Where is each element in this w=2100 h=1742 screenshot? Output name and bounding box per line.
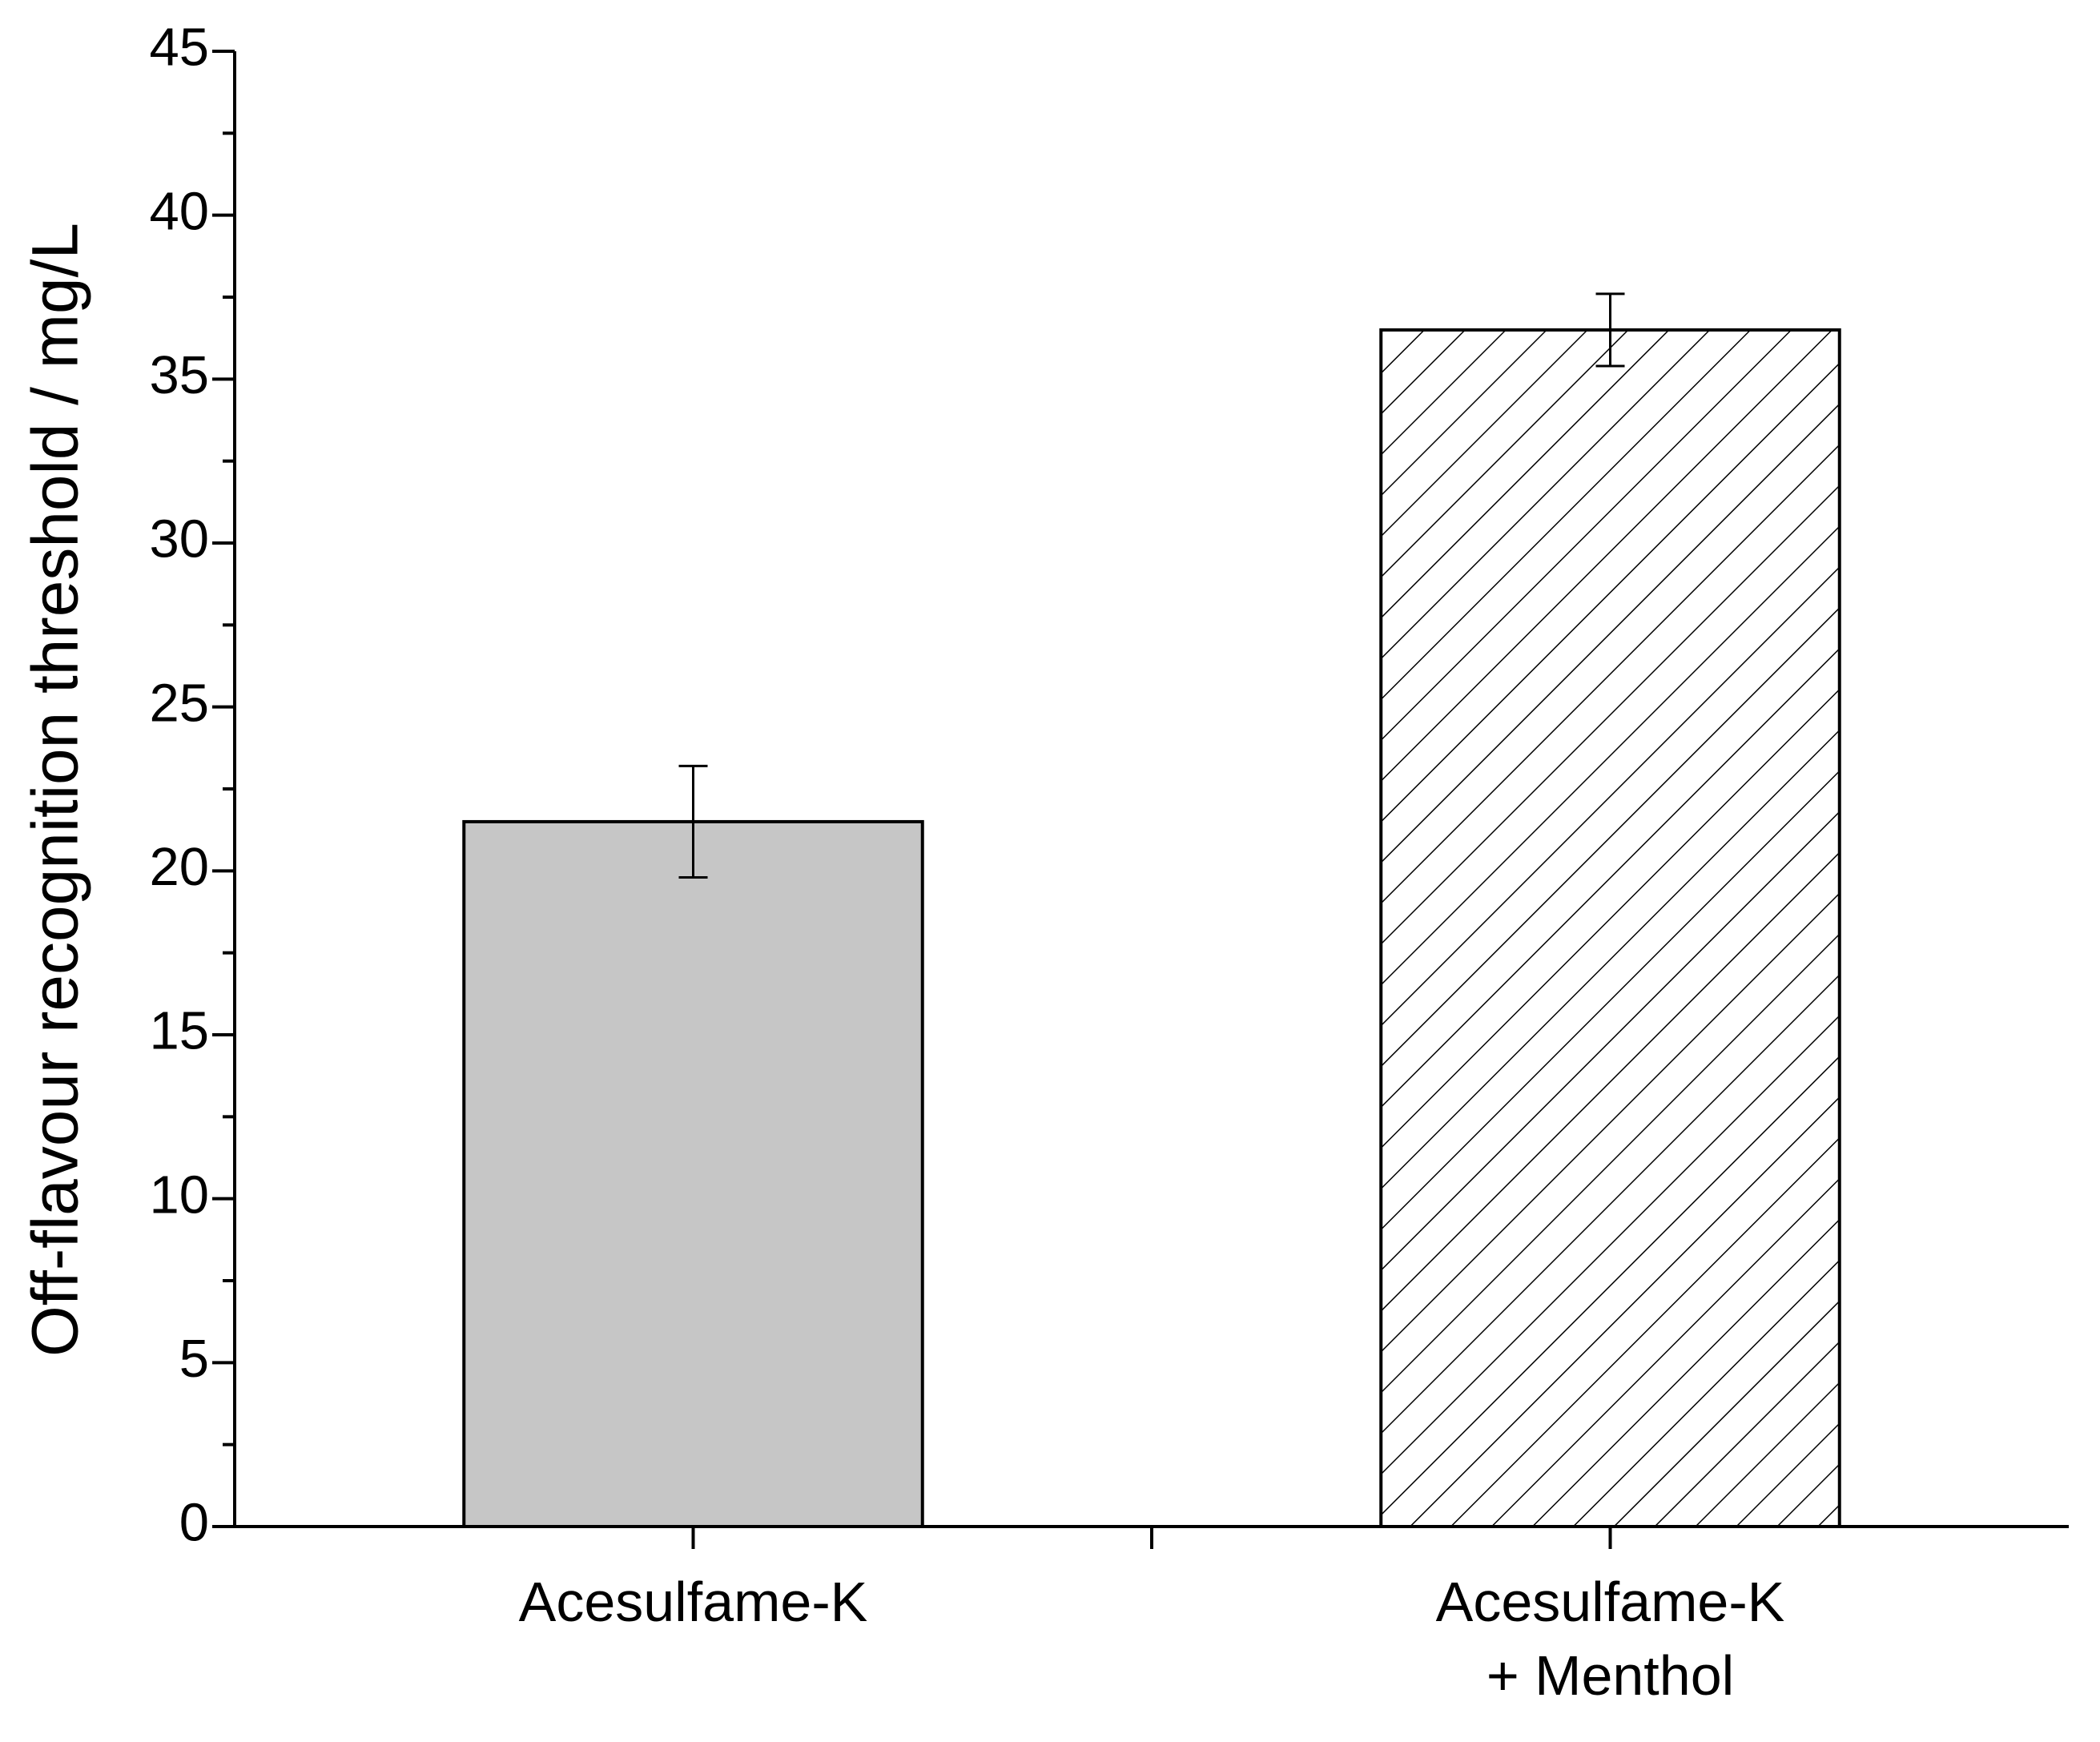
bar <box>1379 328 1841 1528</box>
x-tick-label-line: Acesulfame-K <box>1436 1571 1785 1633</box>
x-tick-label: Acesulfame-K <box>519 1571 868 1633</box>
y-tick-label: 20 <box>149 837 209 897</box>
x-tick-label: Acesulfame-K + Menthol <box>1436 1571 1785 1707</box>
y-tick-label: 5 <box>179 1329 209 1389</box>
y-tick-label: 0 <box>179 1493 209 1553</box>
y-tick-label: 40 <box>149 181 209 241</box>
y-tick-label: 15 <box>149 1001 209 1061</box>
y-axis-title: Off-flavour recognition threshold / mg/L <box>19 223 92 1357</box>
x-tick-label-line: + Menthol <box>1486 1644 1734 1707</box>
y-tick-label: 30 <box>149 509 209 569</box>
y-tick-label: 45 <box>149 18 209 78</box>
bar <box>462 819 924 1528</box>
y-tick-label: 25 <box>149 673 209 733</box>
y-tick-label: 10 <box>149 1165 209 1225</box>
y-tick-label: 35 <box>149 345 209 405</box>
x-tick-label-line: Acesulfame-K <box>519 1571 868 1633</box>
